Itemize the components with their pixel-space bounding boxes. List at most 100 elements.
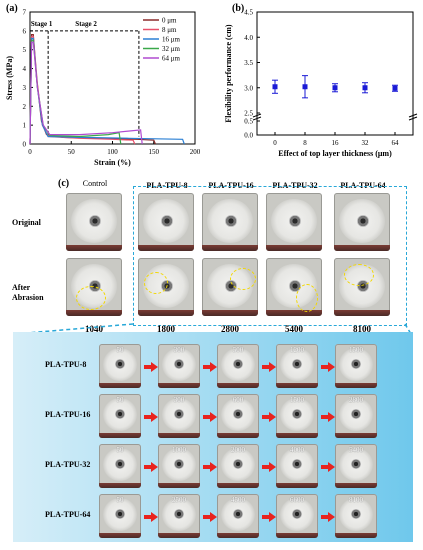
data-point-1: [302, 84, 308, 90]
progression-arrow-icon: [144, 512, 158, 522]
cycle-count-label: 5400: [349, 446, 363, 454]
column-header-4: PLA-TPU-64: [340, 181, 386, 190]
final-cycle-label-4: 8100: [353, 324, 371, 334]
progression-arrow-icon: [203, 362, 217, 372]
y-tick-label: 2: [23, 103, 27, 111]
progression-sample-0-2: 500: [217, 344, 259, 388]
legend-label-1: 8 μm: [162, 26, 177, 34]
cycle-count-label: 4000: [290, 446, 304, 454]
cycle-count-label: 1500: [349, 346, 363, 354]
progression-arrow-icon: [262, 412, 276, 422]
y-tick-label: 0: [23, 141, 27, 149]
row-header-original: Original: [12, 218, 41, 227]
progression-sample-2-0: 50: [99, 444, 141, 488]
series-line-2: [29, 37, 185, 145]
y-tick-label-b: 3.0: [244, 84, 253, 92]
progression-arrow-icon: [321, 462, 335, 472]
y-tick-label: 7: [23, 9, 27, 17]
cycle-count-label: 1500: [290, 396, 304, 404]
y-tick-label-b: 3.5: [244, 59, 253, 67]
final-cycle-label-1: 1800: [157, 324, 175, 334]
progression-arrow-icon: [262, 362, 276, 372]
progression-sample-3-4: 8100: [335, 494, 377, 538]
original-sample-photo-3: [266, 193, 322, 251]
wear-region-marker: [296, 284, 318, 312]
x-tick-label-b: 32: [362, 139, 370, 147]
x-tick-label: 200: [190, 148, 201, 156]
panel-c-label: (c): [58, 178, 70, 189]
progression-sample-1-4: 2800: [335, 394, 377, 438]
progression-sample-1-1: 300: [158, 394, 200, 438]
cycle-count-label: 1200: [290, 346, 304, 354]
y-tick-label-b: 0.0: [244, 132, 253, 140]
axis-break-mark: [408, 113, 418, 118]
stress-strain-chart: 0 50 100 150 200 0 1 2 3 4 5 6 7 Strain (%) Stress (MP…: [5, 9, 201, 168]
progression-arrow-icon: [144, 462, 158, 472]
data-point-4: [392, 85, 398, 91]
data-point-0: [272, 84, 278, 90]
progression-row-label-1: PLA-TPU-16: [45, 410, 91, 419]
progression-arrow-icon: [203, 512, 217, 522]
abrasion-progression-panel: PLA-TPU-8 50 300 500 1200 1500 PLA-TPU-16 50 300…: [13, 332, 413, 542]
x-tick-label-b: 64: [392, 139, 400, 147]
y-tick-label-b: 2.5: [244, 110, 253, 118]
x-axis-label-b: Effect of top layer thickness (μm): [278, 149, 392, 158]
y-axis-label: Stress (MPa): [5, 56, 14, 100]
cycle-count-label: 1000: [172, 446, 186, 454]
progression-sample-0-4: 1500: [335, 344, 377, 388]
column-header-0: Control: [82, 179, 108, 188]
cycle-count-label: 50: [116, 346, 124, 354]
progression-sample-1-2: 600: [217, 394, 259, 438]
progression-sample-1-0: 50: [99, 394, 141, 438]
abraded-sample-photo-2: [202, 258, 258, 316]
progression-sample-3-3: 6600: [276, 494, 318, 538]
x-tick-label: 150: [149, 148, 160, 156]
abraded-sample-photo-0: [66, 258, 122, 316]
plot-frame-b: [256, 11, 414, 136]
final-cycle-label-2: 2800: [221, 324, 239, 334]
progression-sample-0-0: 50: [99, 344, 141, 388]
wear-region-marker: [344, 264, 374, 286]
progression-arrow-icon: [321, 362, 335, 372]
tpu-group-frame: [133, 186, 407, 326]
abraded-sample-photo-1: [138, 258, 194, 316]
legend-label-2: 16 μm: [162, 36, 181, 44]
progression-sample-0-3: 1200: [276, 344, 318, 388]
y-tick-label-b: 0.5: [244, 118, 253, 126]
y-axis-label-b: Flexibility performance (cm): [224, 24, 233, 123]
cycle-count-label: 300: [173, 396, 185, 404]
stage-1-label: Stage 1: [31, 20, 53, 28]
cycle-count-label: 4500: [231, 496, 245, 504]
progression-arrow-icon: [144, 412, 158, 422]
cycle-count-label: 50: [116, 496, 124, 504]
wear-region-marker: [144, 272, 168, 294]
cycle-count-label: 500: [232, 346, 244, 354]
progression-sample-3-1: 2500: [158, 494, 200, 538]
original-sample-photo-4: [334, 193, 390, 251]
y-tick-label: 5: [23, 46, 27, 54]
abraded-sample-photo-4: [334, 258, 390, 316]
cycle-count-label: 2500: [172, 496, 186, 504]
progression-arrow-icon: [203, 462, 217, 472]
original-sample-photo-2: [202, 193, 258, 251]
original-sample-photo-1: [138, 193, 194, 251]
x-tick-label-b: 8: [303, 139, 307, 147]
axis-break-mark: [408, 116, 418, 121]
progression-sample-2-2: 2000: [217, 444, 259, 488]
y-tick-label: 1: [23, 122, 27, 130]
progression-row-label-0: PLA-TPU-8: [45, 360, 87, 369]
series-line-0: [29, 34, 156, 145]
axis-break-mark: [252, 116, 262, 121]
cycle-count-label: 50: [116, 446, 124, 454]
column-header-1: PLA-TPU-8: [146, 181, 188, 190]
progression-row-label-2: PLA-TPU-32: [45, 460, 91, 469]
progression-sample-2-4: 5400: [335, 444, 377, 488]
progression-arrow-icon: [203, 412, 217, 422]
progression-row-label-3: PLA-TPU-64: [45, 510, 91, 519]
wear-region-marker: [230, 268, 256, 290]
progression-arrow-icon: [144, 362, 158, 372]
stage-2-label: Stage 2: [75, 20, 97, 28]
progression-arrow-icon: [321, 412, 335, 422]
cycle-count-label: 2000: [231, 446, 245, 454]
abraded-sample-photo-3: [266, 258, 322, 316]
